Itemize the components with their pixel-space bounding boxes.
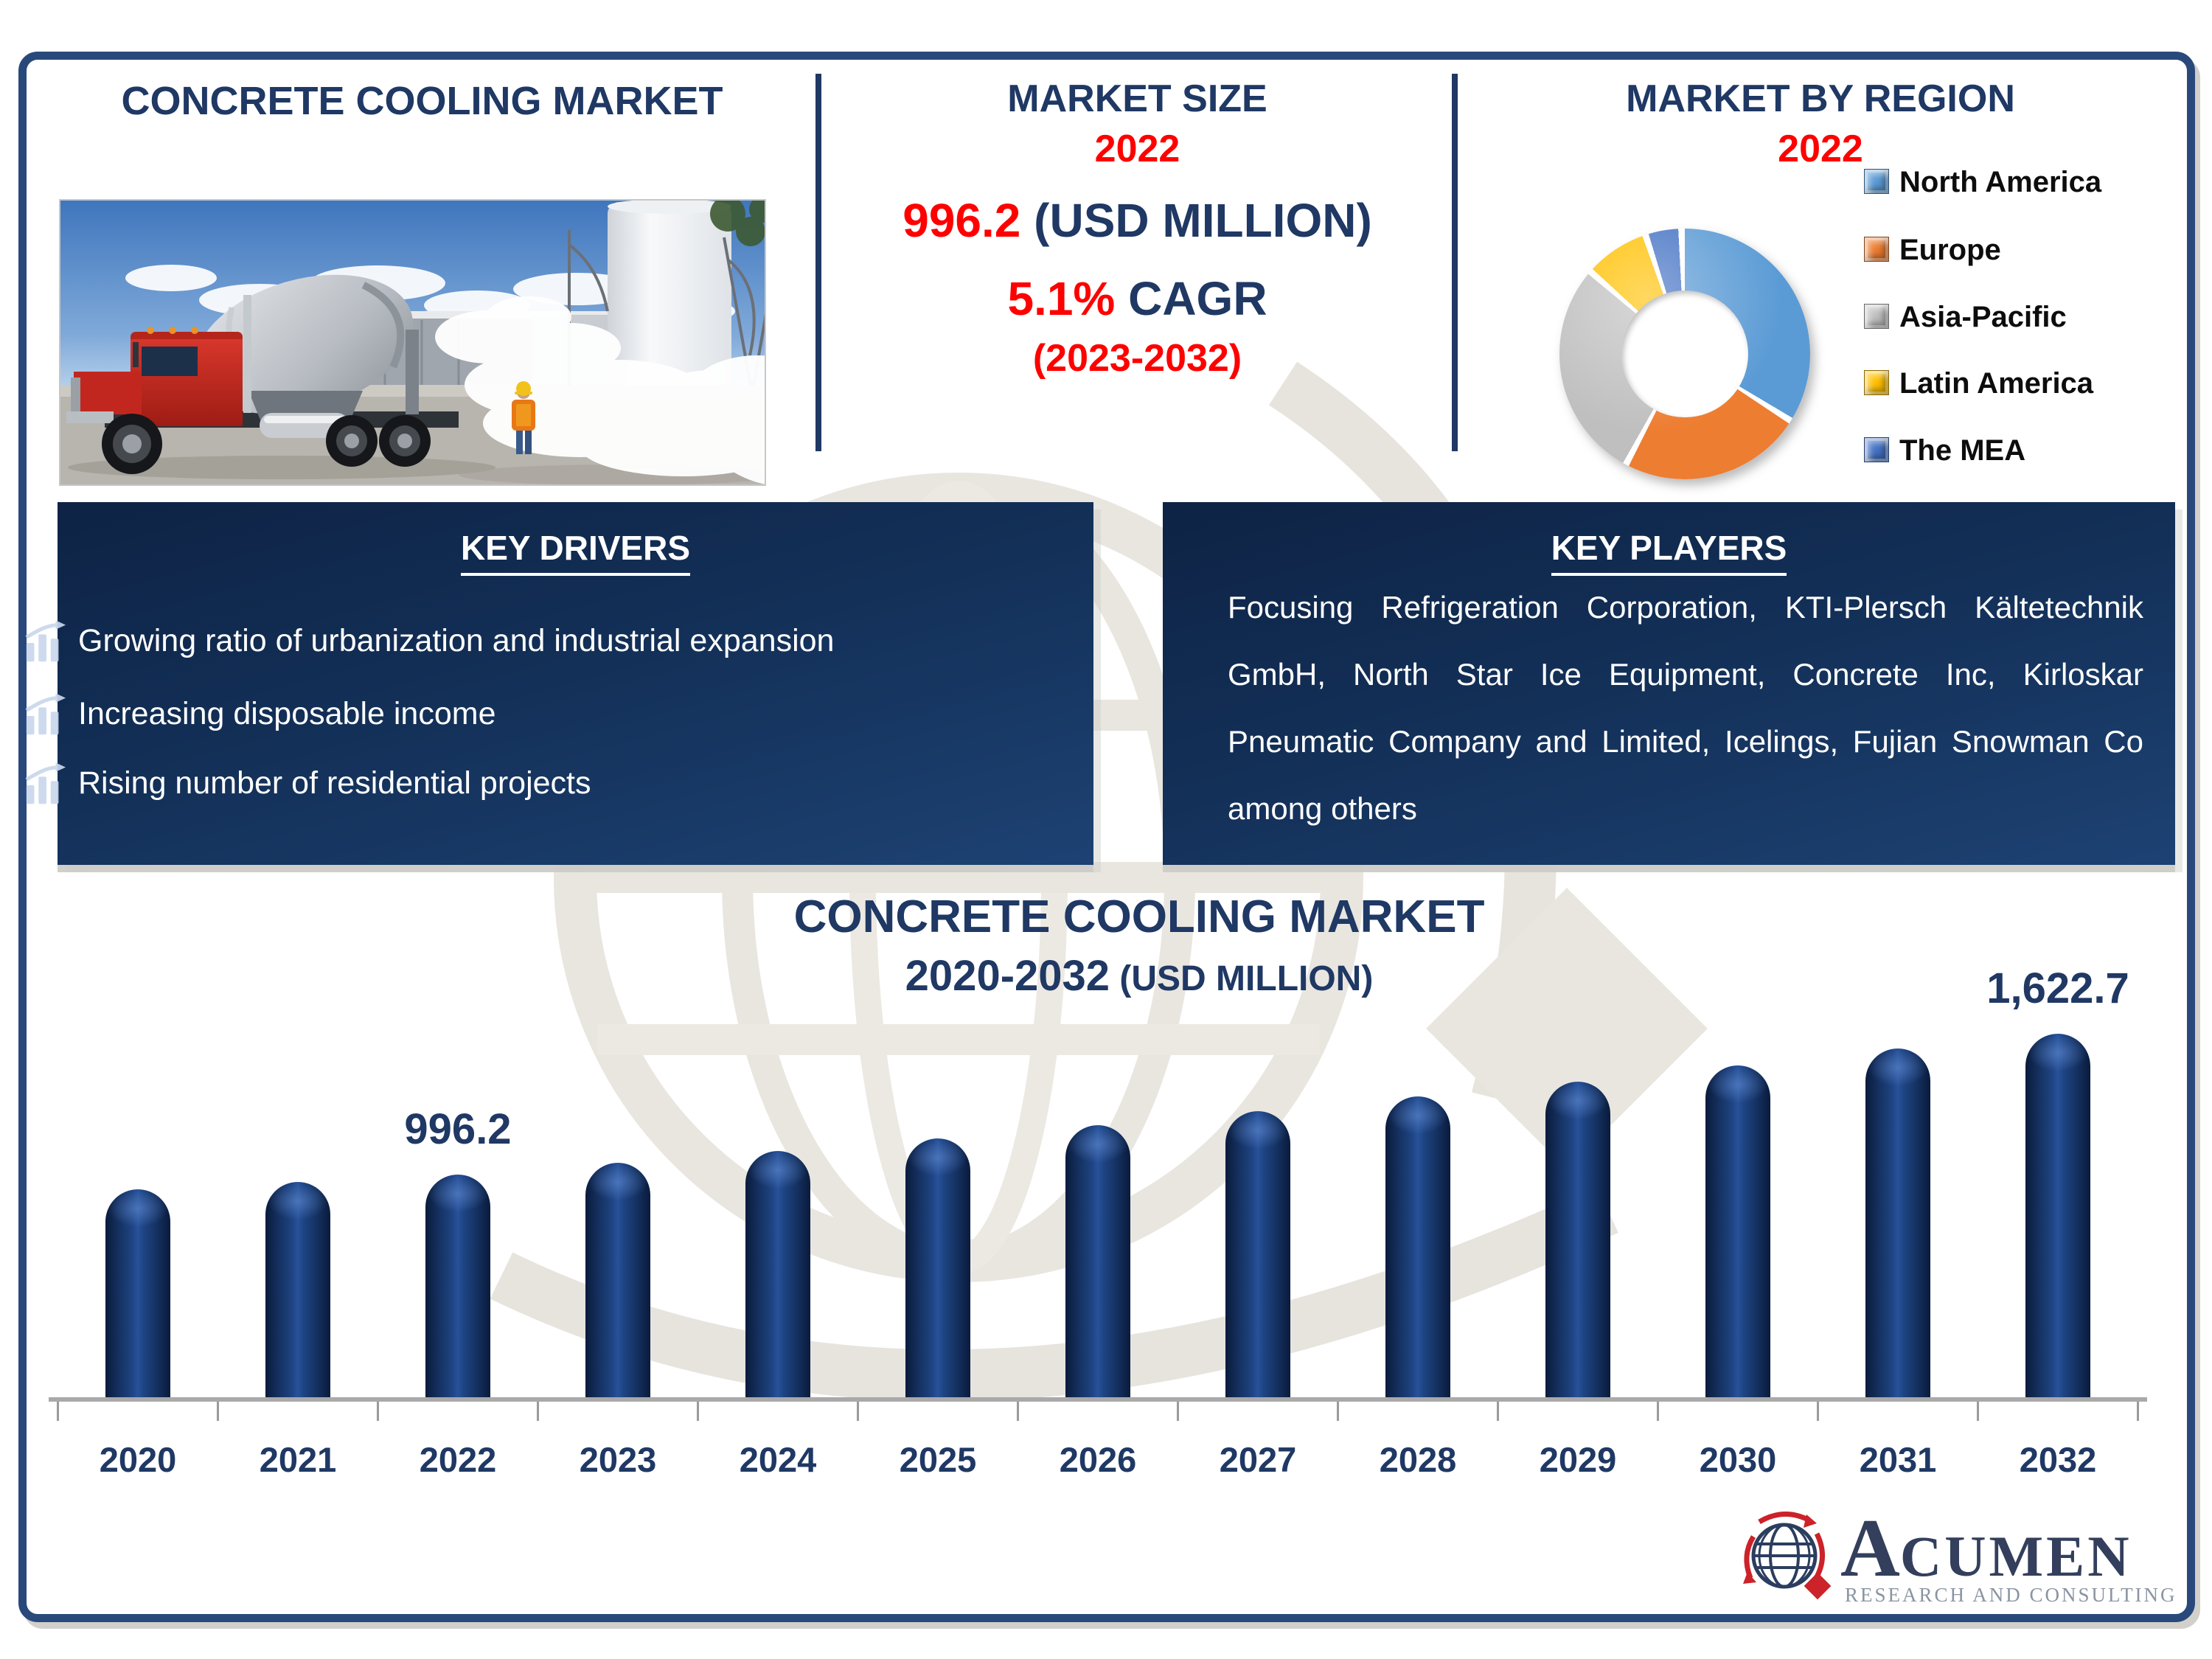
x-tick-label-2022: 2022: [419, 1440, 497, 1479]
bar-chart-title: CONCRETE COOLING MARKET: [793, 891, 1485, 942]
chart-unit: (USD MILLION): [1110, 959, 1374, 998]
acumen-globe-icon: [1743, 1512, 1832, 1600]
legend-marker-icon: [1864, 237, 1889, 262]
bar-chart-subtitle: 2020-2032 (USD MILLION): [402, 951, 1877, 1001]
chart-range: 2020-2032: [905, 952, 1110, 1000]
market-size-unit: (USD MILLION): [1020, 194, 1372, 247]
header-divider-left: [815, 74, 821, 451]
region-title: MARKET BY REGION: [1626, 77, 2015, 120]
bar-2020: [105, 1189, 170, 1397]
acumen-logo: ACUMEN RESEARCH AND CONSULTING: [1737, 1501, 2180, 1612]
legend-label: Asia-Pacific: [1899, 301, 2067, 333]
bar-2027: [1225, 1111, 1290, 1397]
x-tick-label-2021: 2021: [259, 1440, 337, 1479]
bar-2026: [1065, 1125, 1130, 1397]
legend-marker-icon: [1864, 437, 1889, 462]
x-tick-label-2028: 2028: [1379, 1440, 1457, 1479]
axis-tick: [1817, 1402, 1819, 1421]
axis-tick: [1017, 1402, 1019, 1421]
x-tick-label-2029: 2029: [1539, 1440, 1617, 1479]
growth-chart-icon: [22, 761, 68, 810]
axis-tick: [377, 1402, 379, 1421]
bar-2032: [2025, 1034, 2090, 1397]
axis-tick: [2137, 1402, 2139, 1421]
axis-tick: [697, 1402, 699, 1421]
bar-value-label-2022: 996.2: [404, 1105, 512, 1153]
bar-2021: [265, 1182, 330, 1397]
growth-chart-icon: [22, 619, 68, 667]
cagr-period: (2023-2032): [1032, 337, 1242, 380]
axis-tick: [217, 1402, 219, 1421]
acumen-subtitle: RESEARCH AND CONSULTING: [1845, 1584, 2177, 1606]
legend-label: North America: [1899, 166, 2102, 198]
bar-2023: [585, 1163, 650, 1397]
legend-label: Latin America: [1899, 367, 2094, 400]
driver-text: Growing ratio of urbanization and indust…: [78, 623, 835, 658]
bar-2031: [1865, 1048, 1930, 1397]
driver-text: Rising number of residential projects: [78, 765, 591, 801]
page-title: CONCRETE COOLING MARKET: [121, 79, 723, 123]
axis-tick: [1177, 1402, 1179, 1421]
legend-marker-icon: [1864, 169, 1889, 194]
bar-value-label-2032: 1,622.7: [1986, 964, 2129, 1012]
x-axis: [49, 1397, 2147, 1402]
key-drivers-title: KEY DRIVERS: [58, 528, 1093, 576]
driver-item: Rising number of residential projects: [25, 762, 1051, 813]
cagr-value: 5.1%: [1007, 272, 1116, 325]
axis-tick: [537, 1402, 539, 1421]
market-size-value-line: 996.2 (USD MILLION): [824, 193, 1450, 248]
key-players-title: KEY PLAYERS: [1163, 528, 2175, 576]
bar-2022: [425, 1175, 490, 1397]
bar-2025: [905, 1138, 970, 1397]
cagr-label: CAGR: [1115, 272, 1267, 325]
x-tick-label-2024: 2024: [739, 1440, 817, 1479]
axis-tick: [1977, 1402, 1979, 1421]
x-tick-label-2025: 2025: [899, 1440, 977, 1479]
outer-frame: [18, 52, 2195, 1622]
bar-2024: [745, 1151, 810, 1397]
x-tick-label-2030: 2030: [1699, 1440, 1777, 1479]
header-divider-right: [1452, 74, 1458, 451]
x-tick-label-2032: 2032: [2019, 1440, 2097, 1479]
truck-scene-illustration: [60, 196, 886, 488]
legend-marker-icon: [1864, 304, 1889, 329]
x-tick-label-2023: 2023: [579, 1440, 657, 1479]
legend-label: Europe: [1899, 234, 2001, 266]
worker-figure: [512, 381, 535, 454]
concrete-truck-photo: [59, 196, 886, 488]
bar-2029: [1545, 1082, 1610, 1397]
market-cagr-line: 5.1% CAGR: [824, 271, 1450, 326]
donut-hole: [1621, 291, 1748, 417]
axis-tick: [57, 1402, 59, 1421]
key-drivers-box: [58, 502, 1093, 865]
driver-item: Growing ratio of urbanization and indust…: [25, 620, 1051, 670]
acumen-wordmark: ACUMEN: [1840, 1503, 2132, 1594]
key-players-box: [1163, 502, 2175, 865]
x-tick-label-2026: 2026: [1059, 1440, 1137, 1479]
legend-label: The MEA: [1899, 434, 2026, 467]
growth-chart-icon: [22, 692, 68, 740]
x-tick-label-2031: 2031: [1859, 1440, 1937, 1479]
bar-2028: [1385, 1096, 1450, 1397]
market-size-year: 2022: [1094, 128, 1180, 170]
mixer-truck: [66, 274, 459, 474]
market-size-value: 996.2: [902, 194, 1021, 247]
axis-tick: [1337, 1402, 1339, 1421]
region-donut-chart: [1559, 229, 1810, 479]
axis-tick: [1497, 1402, 1499, 1421]
legend-marker-icon: [1864, 370, 1889, 395]
driver-item: Increasing disposable income: [25, 693, 1051, 743]
x-tick-label-2027: 2027: [1219, 1440, 1297, 1479]
axis-tick: [857, 1402, 859, 1421]
bar-2030: [1705, 1065, 1770, 1397]
key-players-text: Focusing Refrigeration Corporation, KTI-…: [1228, 590, 2143, 826]
axis-tick: [1657, 1402, 1659, 1421]
region-year: 2022: [1778, 128, 1863, 170]
market-size-title: MARKET SIZE: [1007, 77, 1267, 120]
x-tick-label-2020: 2020: [99, 1440, 177, 1479]
driver-text: Increasing disposable income: [78, 696, 496, 731]
